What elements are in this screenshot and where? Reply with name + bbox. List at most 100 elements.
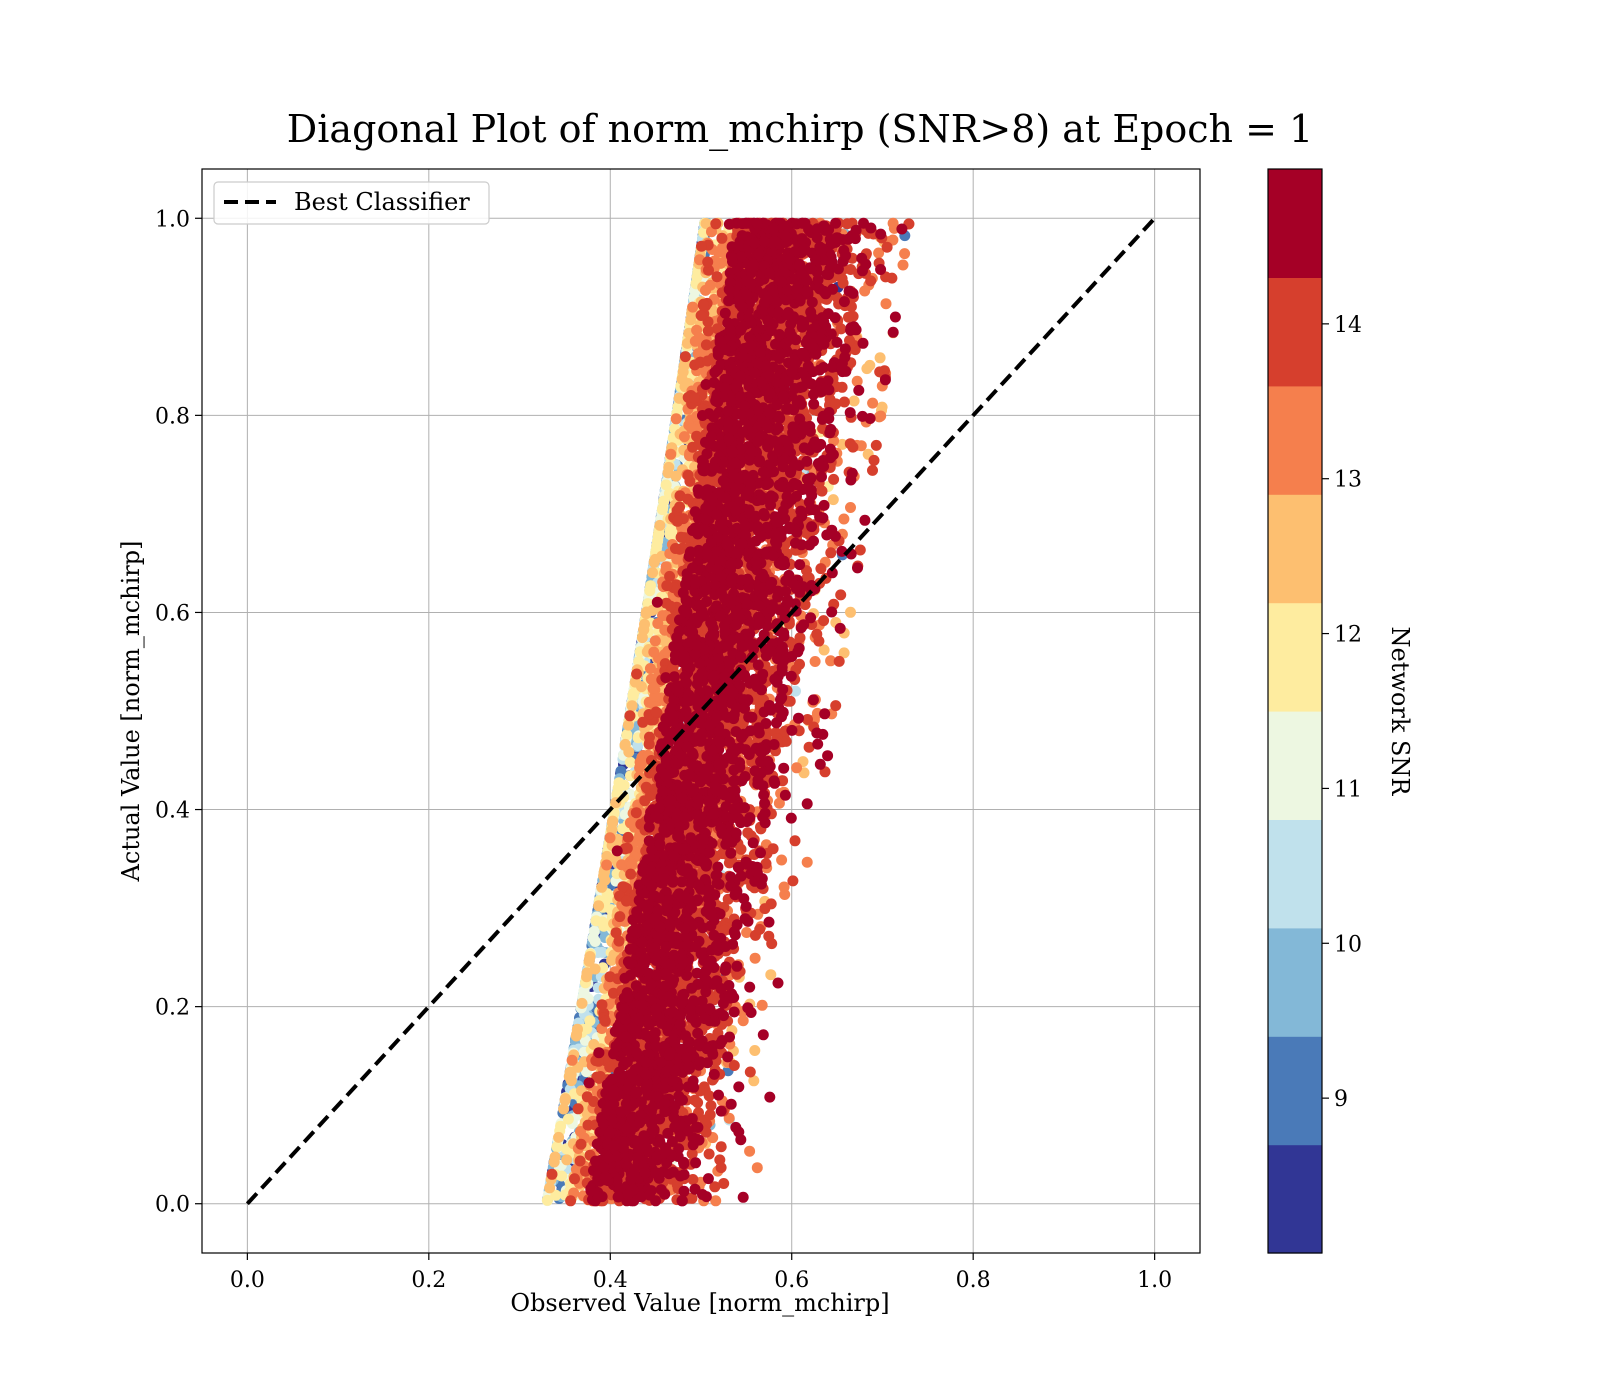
scatter-point xyxy=(744,1066,756,1078)
scatter-point xyxy=(627,689,639,701)
scatter-point xyxy=(718,1178,730,1189)
scatter-point xyxy=(886,272,898,284)
scatter-point xyxy=(599,874,611,886)
scatter-point xyxy=(631,668,643,680)
scatter-point xyxy=(700,339,712,351)
scatter-point xyxy=(779,889,791,900)
scatter-points xyxy=(541,217,915,1207)
scatter-point xyxy=(583,955,595,967)
scatter-point xyxy=(702,325,714,337)
scatter-point xyxy=(651,540,663,552)
scatter-point xyxy=(562,1113,574,1125)
scatter-point xyxy=(633,656,645,667)
scatter-point xyxy=(644,731,655,743)
scatter-point xyxy=(790,685,801,697)
scatter-point xyxy=(660,479,672,491)
scatter-point xyxy=(741,927,753,938)
scatter-point xyxy=(835,589,847,601)
scatter-point xyxy=(833,655,845,667)
scatter-point xyxy=(702,355,714,367)
scatter-point xyxy=(751,1162,763,1174)
scatter-point xyxy=(873,411,885,423)
scatter-point xyxy=(693,332,705,344)
scatter-point xyxy=(897,259,909,271)
scatter-point xyxy=(658,495,670,507)
scatter-point xyxy=(558,1103,570,1115)
scatter-point xyxy=(606,817,618,829)
scatter-point xyxy=(640,606,652,618)
scatter-point xyxy=(664,600,676,612)
scatter-point xyxy=(838,647,850,659)
scatter-point xyxy=(873,247,885,259)
scatter-point xyxy=(803,741,815,753)
scatter-point xyxy=(756,999,768,1011)
scatter-point xyxy=(561,1154,573,1166)
scatter-point xyxy=(749,952,761,964)
scatter-point xyxy=(702,256,714,268)
scatter-point xyxy=(754,923,766,935)
scatter-point xyxy=(665,448,677,460)
scatter-point xyxy=(621,729,633,741)
scatter-point xyxy=(553,1131,565,1143)
scatter-point xyxy=(859,285,871,297)
scatter-point xyxy=(670,413,682,425)
scatter-point xyxy=(794,632,806,644)
scatter-point xyxy=(604,832,616,844)
scatter-point xyxy=(698,227,709,238)
scatter-point xyxy=(687,301,699,313)
scatter-point xyxy=(848,395,860,407)
scatter-point xyxy=(613,935,625,947)
scatter-point xyxy=(617,881,629,893)
scatter-point xyxy=(606,954,618,966)
scatter-point xyxy=(652,618,664,629)
scatter-point xyxy=(637,716,649,728)
scatter-point xyxy=(664,570,676,582)
scatter-point xyxy=(845,502,856,513)
scatter-point xyxy=(705,1100,717,1112)
scatter-point xyxy=(626,859,638,871)
scatter-point xyxy=(881,241,893,253)
scatter-point xyxy=(624,817,636,829)
scatter-point xyxy=(581,971,593,983)
scatter-point xyxy=(776,854,788,866)
scatter-point xyxy=(544,1182,556,1194)
scatter-point xyxy=(650,706,662,718)
scatter-point xyxy=(678,431,690,443)
scatter-point xyxy=(575,1138,587,1150)
scatter-point xyxy=(815,563,827,575)
scatter-point xyxy=(791,762,803,774)
scatter-point xyxy=(737,1015,749,1027)
scatter-point xyxy=(656,504,668,516)
scatter-point xyxy=(682,493,694,505)
scatter-point xyxy=(548,1156,560,1168)
scatter-point xyxy=(587,932,599,944)
scatter-point xyxy=(670,470,682,482)
scatter-point xyxy=(574,1155,586,1167)
scatter-point xyxy=(620,895,632,907)
scatter-point xyxy=(818,615,830,627)
scatter-point xyxy=(703,264,714,276)
scatter-point xyxy=(648,556,660,568)
scatter-point xyxy=(674,501,686,513)
scatter-point xyxy=(652,530,664,542)
scatter-point xyxy=(744,1145,756,1157)
scatter-point xyxy=(838,513,850,525)
scatter-point xyxy=(660,561,672,573)
scatter-point xyxy=(647,567,659,579)
scatter-point xyxy=(689,392,700,404)
scatter-point xyxy=(818,644,830,656)
scatter-point xyxy=(700,1126,712,1138)
scatter-point xyxy=(773,797,785,809)
scatter-point xyxy=(867,397,879,409)
scatter-point xyxy=(580,1165,591,1177)
scatter-point xyxy=(617,823,629,835)
scatter-point xyxy=(565,1195,577,1207)
scatter-point xyxy=(845,606,856,618)
scatter-point xyxy=(581,1091,593,1103)
scatter-point xyxy=(614,911,626,923)
scatter-point xyxy=(672,515,683,527)
scatter-point xyxy=(556,1170,568,1182)
scatter-point xyxy=(880,298,892,310)
scatter-point xyxy=(621,842,633,854)
scatter-point xyxy=(566,1054,578,1066)
